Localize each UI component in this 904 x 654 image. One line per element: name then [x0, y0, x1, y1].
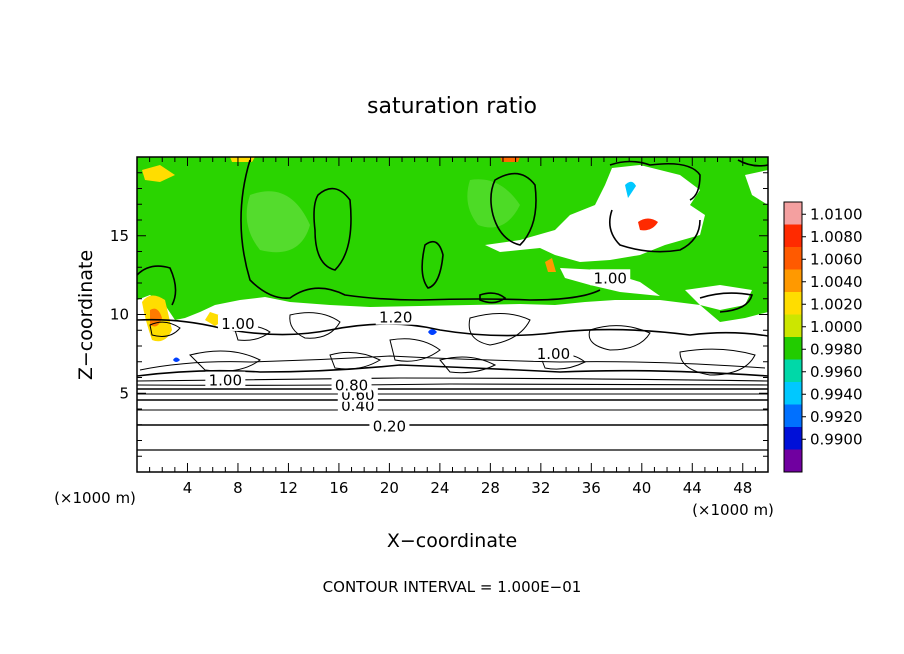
- colorbar-swatch: [784, 202, 802, 225]
- colorbar-swatch: [784, 404, 802, 428]
- colorbar: 1.0100 1.0080 1.0060 1.0040 1.0020 1.0000 0.99…: [783, 201, 863, 473]
- cyan-patch: [625, 181, 636, 198]
- contour-label-bg: [331, 376, 372, 393]
- y-axis-title: Z−coordinate: [75, 250, 97, 380]
- contour-label: 0.80: [335, 376, 368, 394]
- x-tick-label: 16: [329, 479, 348, 497]
- contour-label-bg: [590, 269, 631, 286]
- x-tick-label: 28: [481, 479, 500, 497]
- yellow-patch: [205, 312, 228, 326]
- x-tick-label: 20: [380, 479, 399, 497]
- colorbar-swatch: [784, 292, 802, 315]
- colorbar-label: 1.0040: [810, 273, 863, 291]
- red-patch: [638, 218, 658, 231]
- x-tick-label: 40: [632, 479, 651, 497]
- x-tick-label: 12: [279, 479, 298, 497]
- light-green-patch: [467, 179, 520, 228]
- colorbar-label: 0.9980: [810, 340, 863, 358]
- colorbar-swatch: [784, 337, 802, 360]
- contour-label-bg: [369, 417, 410, 434]
- z-unit-label: (×1000 m): [54, 489, 136, 507]
- colorbar-swatch: [784, 382, 802, 405]
- x-unit-label: (×1000 m): [692, 501, 774, 519]
- colorbar-label: 0.9960: [810, 363, 863, 381]
- colorbar-label: 1.0000: [810, 318, 863, 336]
- colorbar-swatch: [784, 314, 802, 338]
- colorbar-label: 1.0020: [810, 295, 863, 313]
- white-region: [685, 285, 752, 310]
- blue-patch: [173, 357, 180, 362]
- colorbar-swatch: [784, 269, 802, 293]
- y-tick-label: 5: [119, 384, 129, 402]
- y-tick-label: 10: [110, 306, 129, 324]
- x-axis-title: X−coordinate: [387, 530, 517, 552]
- colorbar-label: 0.9900: [810, 430, 863, 448]
- yellow-patch: [230, 157, 255, 162]
- x-tick-label: 48: [733, 479, 752, 497]
- contour-label: 1.00: [594, 269, 627, 287]
- contour-interval-footer: CONTOUR INTERVAL = 1.000E−01: [323, 578, 582, 596]
- contour-label-bg: [375, 308, 416, 325]
- white-region: [485, 165, 705, 262]
- contour-lines-upper: [137, 159, 768, 313]
- contour-label-bg: [205, 371, 246, 388]
- colorbar-frame: [783, 201, 803, 473]
- blue-patch: [428, 329, 437, 335]
- white-region: [745, 170, 768, 205]
- x-tick-label: 4: [183, 479, 193, 497]
- x-tick-label: 36: [582, 479, 601, 497]
- x-tick-label: 32: [531, 479, 550, 497]
- yellow-patch: [142, 165, 175, 182]
- contour-label: 0.20: [373, 417, 406, 435]
- contour-label: 1.00: [209, 372, 242, 390]
- contour-label-bg: [217, 314, 258, 331]
- y-tick-label: 15: [110, 227, 129, 245]
- contour-value-labels: 0.200.400.600.801.001.00 1.201.001.00: [205, 269, 631, 435]
- colorbar-label: 0.9940: [810, 385, 863, 403]
- colorbar-swatch: [784, 247, 802, 270]
- contour-label: 1.00: [537, 345, 570, 363]
- plot-area: 0.200.400.600.801.001.00 1.201.001.00: [137, 157, 768, 472]
- x-tick-label: 24: [430, 479, 449, 497]
- colorbar-swatch: [784, 449, 802, 473]
- colorbar-label: 1.0080: [810, 228, 863, 246]
- contour-label: 1.00: [221, 315, 254, 333]
- x-axis: 4 8 12 16 20 24 28 32 36 40 44 48: [149, 157, 756, 497]
- x-tick-label: 8: [233, 479, 243, 497]
- light-green-patch: [246, 191, 310, 253]
- chart-title: saturation ratio: [367, 94, 537, 119]
- x-tick-label: 44: [683, 479, 702, 497]
- colorbar-label: 0.9920: [810, 408, 863, 426]
- contour-label-bg: [533, 344, 574, 361]
- y-axis: 5 10 15: [110, 172, 768, 457]
- colorbar-swatch: [784, 427, 802, 450]
- colorbar-label: 1.0100: [810, 205, 863, 223]
- colorbar-swatch: [784, 359, 802, 383]
- colorbar-label: 1.0060: [810, 250, 863, 268]
- contour-label: 1.20: [379, 309, 412, 327]
- colorbar-swatch: [784, 224, 802, 248]
- orange-patch: [500, 157, 520, 162]
- orange-patch: [545, 258, 556, 272]
